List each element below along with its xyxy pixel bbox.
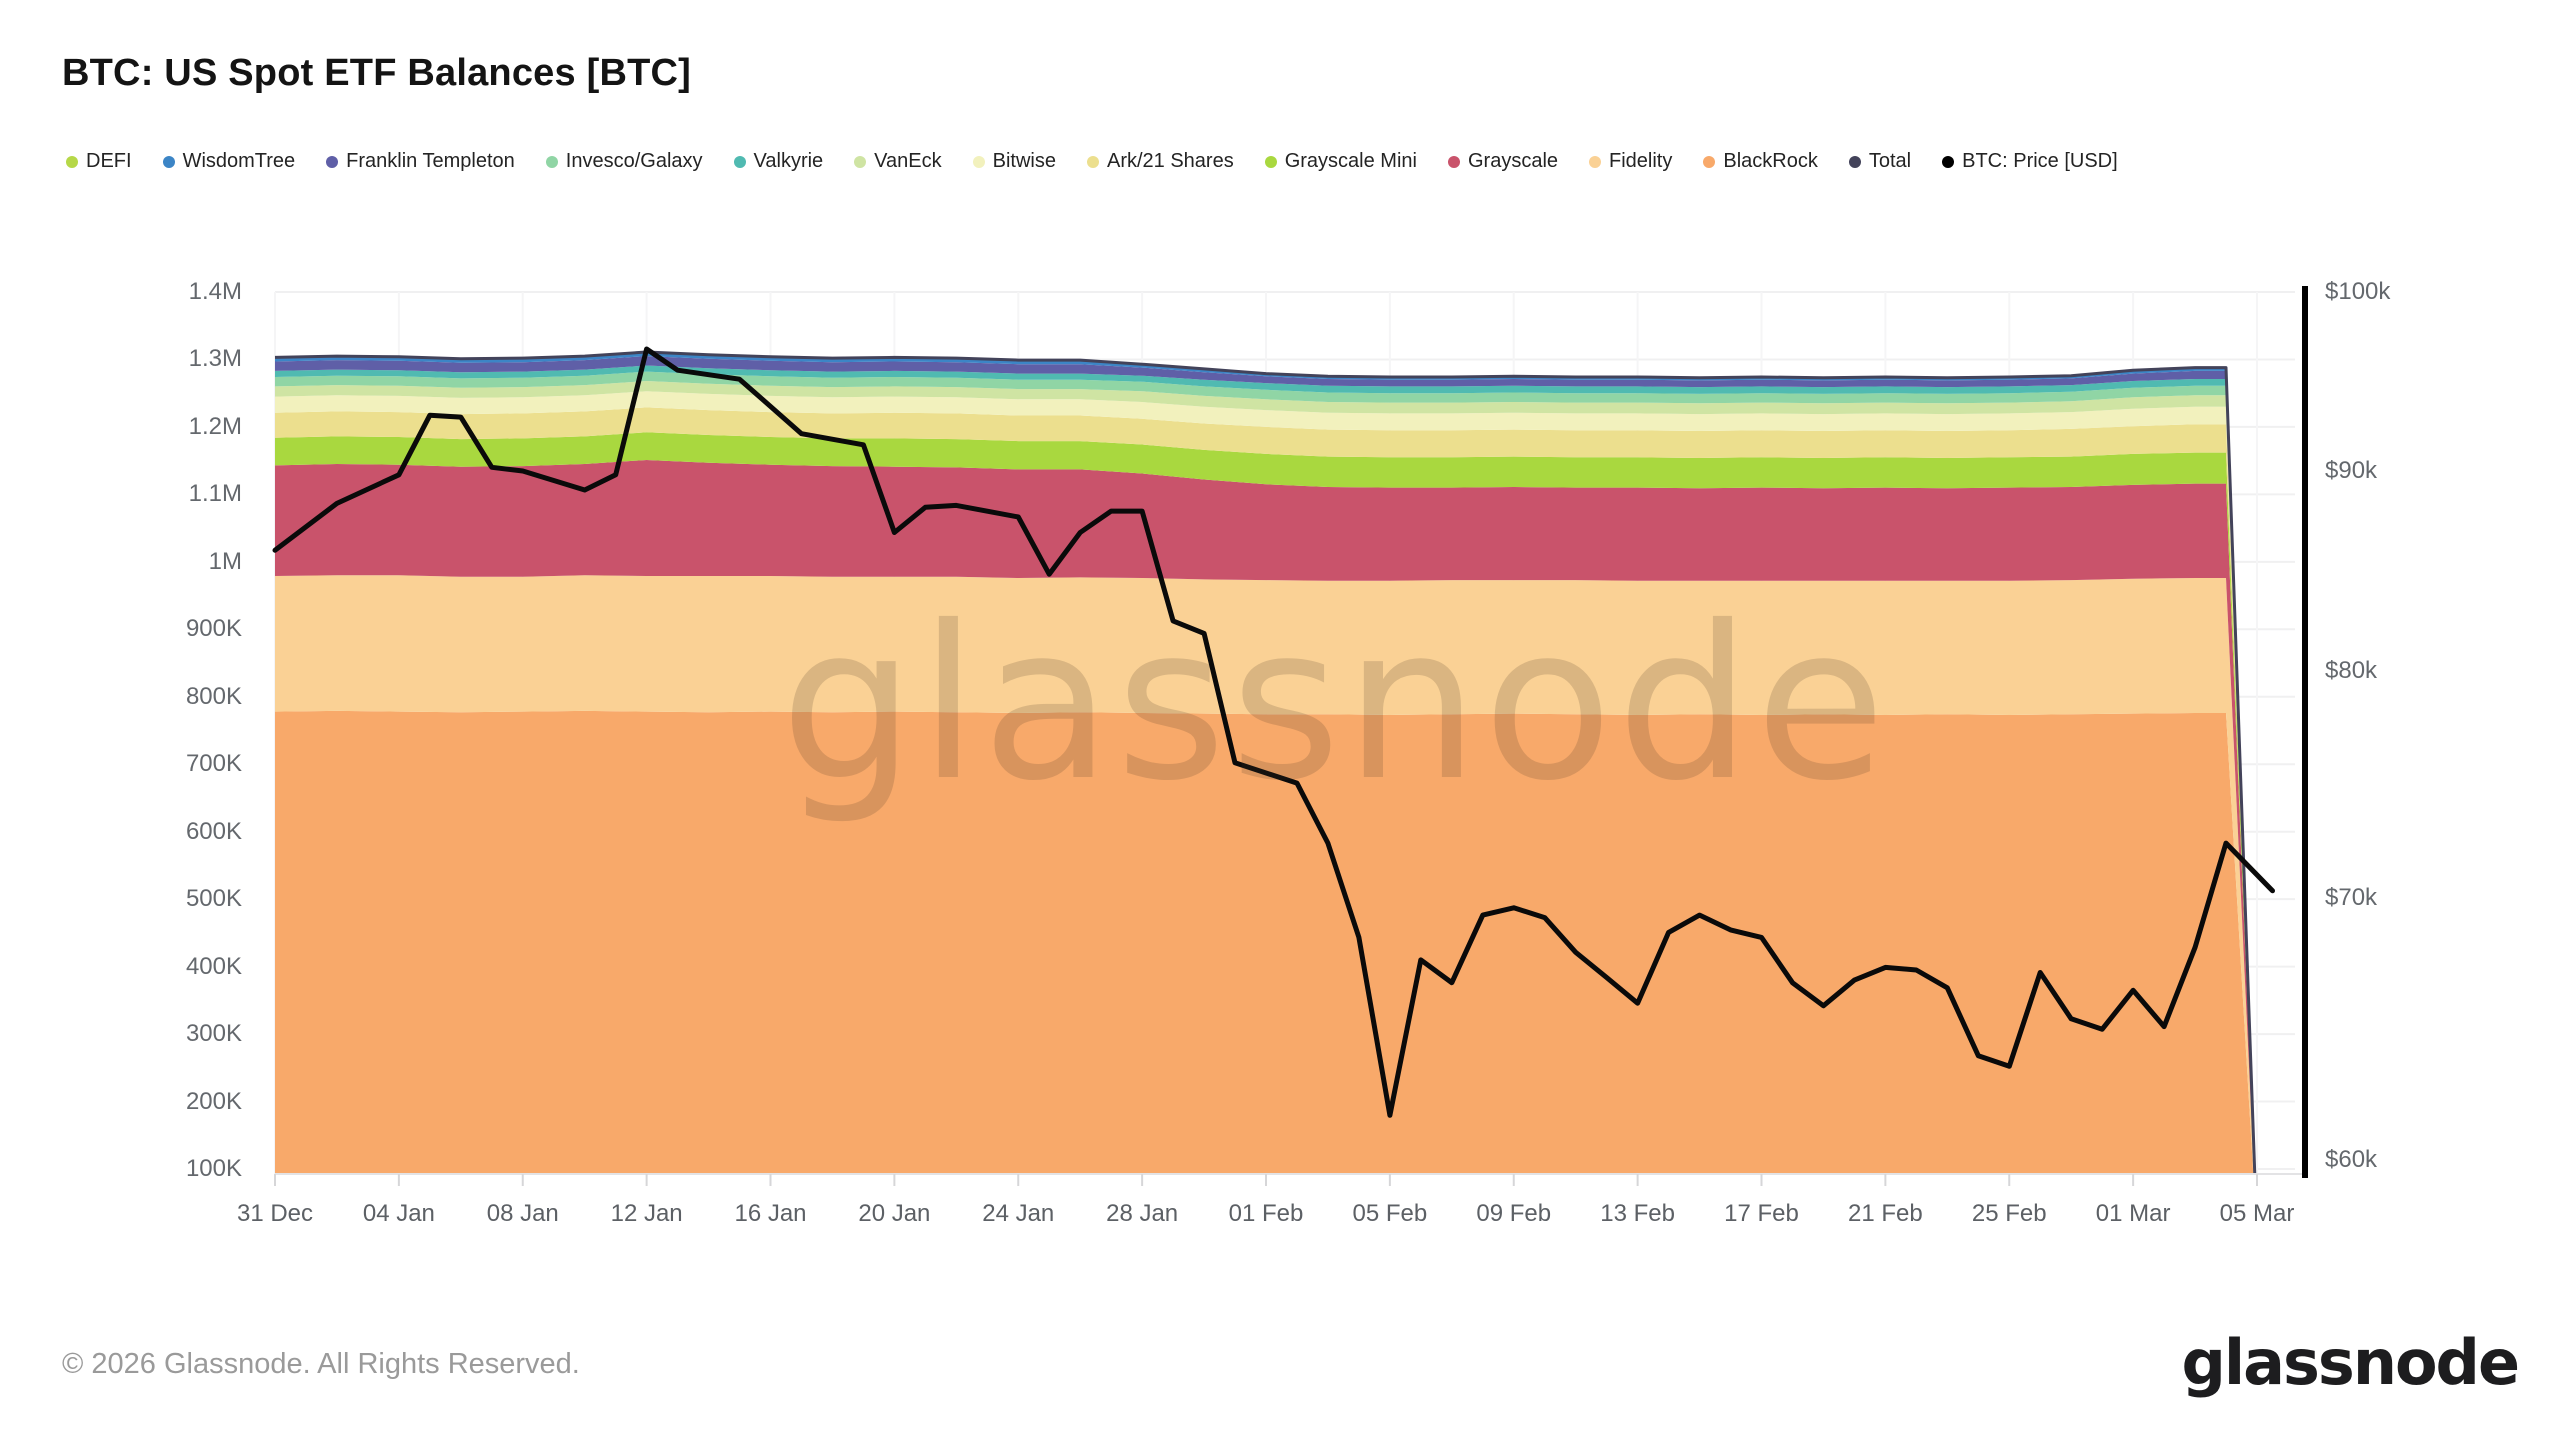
legend-item-label: Valkyrie [753,150,824,172]
legend-dot-icon [326,155,339,168]
x-axis-tick-label: 21 Feb [1848,1200,1923,1227]
legend-dot-icon [1447,155,1460,168]
right-axis-tick-label: $60k [2325,1146,2378,1173]
left-axis-tick-label: 1M [208,547,242,575]
legend-item-franklin-templeton[interactable]: Franklin Templeton [326,150,515,173]
total-line[interactable] [274,350,2257,1237]
left-axis-tick-label: 600K [185,817,242,845]
legend-item-blackrock[interactable]: BlackRock [1703,150,1818,173]
legend-item-label: BlackRock [1723,150,1818,172]
legend-dot-icon [1848,155,1861,168]
legend-item-label: Bitwise [992,150,1056,172]
x-axis-tick-label: 12 Jan [610,1200,683,1227]
btc-price-line[interactable] [272,346,2275,1118]
x-axis-tick-label: 28 Jan [1106,1200,1179,1227]
legend-item-label: Invesco/Galaxy [565,150,703,172]
legend-dot-icon [1264,155,1277,168]
area-grayscale[interactable] [275,460,2257,1237]
x-axis-tick-label: 25 Feb [1971,1200,2047,1227]
legend-dot-icon [1703,155,1716,168]
legend-item-label: Grayscale Mini [1284,150,1417,172]
left-axis-tick-label: 500K [185,885,242,913]
legend-item-invesco-galaxy[interactable]: Invesco/Galaxy [545,150,703,173]
x-axis-tick-label: 05 Feb [1352,1200,1428,1227]
legend-item-ark-21-shares[interactable]: Ark/21 Shares [1086,150,1234,173]
left-axis-tick-label: 1.3M [188,345,242,373]
legend-dot-icon [733,155,746,168]
legend-dot-icon [66,155,78,168]
legend-dot-icon [972,155,985,168]
left-axis-tick-label: 1.2M [188,412,242,440]
x-axis-tick-label: 20 Jan [858,1200,931,1227]
legend-item-label: Fidelity [1609,150,1673,172]
legend-dot-icon [162,155,175,168]
legend-item-fidelity[interactable]: Fidelity [1589,150,1672,173]
area-fidelity[interactable] [275,575,2257,1236]
x-axis-tick-label: 31 Dec [236,1200,314,1227]
legend-item-label: DEFI [86,150,132,172]
x-axis-tick-label: 09 Feb [1476,1200,1552,1227]
left-axis-tick-label: 100K [185,1155,242,1182]
left-axis-tick-label: 800K [185,682,242,710]
x-axis-tick-label: 17 Feb [1724,1200,1799,1227]
legend-item-label: Grayscale [1467,150,1559,172]
legend-item-defi[interactable]: DEFI [66,150,132,173]
legend-item-label: Total [1868,150,1912,172]
x-axis-tick-label: 01 Feb [1228,1200,1304,1227]
legend-item-wisdomtree[interactable]: WisdomTree [162,150,296,173]
legend-dot-icon [545,155,558,168]
legend-dot-icon [1942,155,1955,168]
legend-item-vaneck[interactable]: VanEck [854,150,942,173]
left-axis-tick-label: 200K [185,1087,242,1115]
x-axis-tick-label: 24 Jan [982,1200,1055,1227]
legend-dot-icon [1589,155,1602,168]
left-axis-tick-label: 400K [185,952,242,980]
glassnode-logo: glassnode [2181,1326,2520,1399]
x-axis-tick-label: 13 Feb [1600,1200,1675,1227]
legend-item-grayscale[interactable]: Grayscale [1447,150,1559,173]
legend-item-label: Ark/21 Shares [1106,150,1234,172]
left-axis-tick-label: 900K [185,615,242,643]
legend-item-label: VanEck [874,150,942,172]
left-axis-tick-label: 300K [185,1020,242,1048]
legend-item-label: Franklin Templeton [346,150,515,172]
x-axis-tick-label: 01 Mar [2095,1200,2171,1227]
legend-item-grayscale-mini[interactable]: Grayscale Mini [1264,150,1417,173]
copyright-text: © 2026 Glassnode. All Rights Reserved. [62,1348,580,1380]
x-axis-tick-label: 05 Mar [2219,1200,2295,1227]
legend-item-bitwise[interactable]: Bitwise [972,150,1056,173]
left-axis-tick-label: 700K [185,750,242,778]
x-axis-tick-label: 08 Jan [486,1200,559,1227]
x-axis-tick-label: 04 Jan [362,1200,435,1227]
right-axis-tick-label: $100k [2325,278,2391,305]
right-axis-tick-label: $80k [2325,657,2378,685]
legend-dot-icon [854,155,867,168]
area-blackrock[interactable] [275,710,2257,1237]
right-axis-tick-label: $90k [2325,457,2378,485]
right-axis-tick-label: $70k [2325,884,2378,912]
page-title: BTC: US Spot ETF Balances [BTC] [62,52,692,94]
legend-item-btc-price-usd-[interactable]: BTC: Price [USD] [1942,150,2118,173]
legend: DEFI WisdomTree Franklin Templeton Invesco/… [66,150,2118,173]
legend-item-label: BTC: Price [USD] [1962,150,2118,172]
legend-item-label: WisdomTree [182,150,296,172]
legend-item-total[interactable]: Total [1848,150,1912,173]
x-axis-tick-label: 16 Jan [734,1200,807,1227]
legend-item-valkyrie[interactable]: Valkyrie [733,150,824,173]
left-axis-tick-label: 1.1M [188,480,242,508]
legend-dot-icon [1086,155,1099,168]
left-axis-tick-label: 1.4M [188,278,242,305]
